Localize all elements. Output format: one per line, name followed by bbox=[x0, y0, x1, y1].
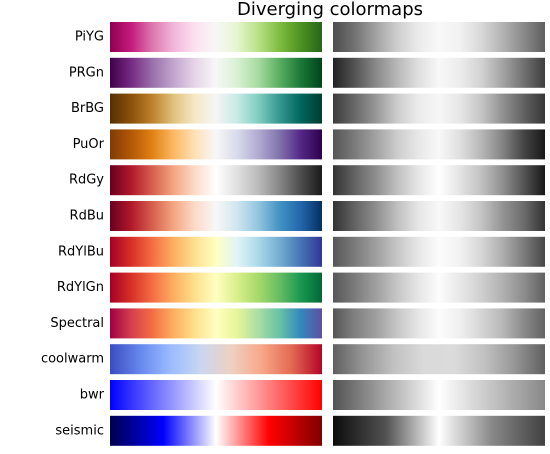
colormap-name: RdGy bbox=[69, 173, 104, 188]
figure-title: Diverging colormaps bbox=[237, 0, 423, 20]
grayscale-gradient bbox=[333, 165, 545, 196]
colormap-gradient bbox=[110, 93, 322, 124]
colormap-name: bwr bbox=[80, 388, 105, 403]
grayscale-gradient bbox=[333, 57, 545, 88]
grayscale-gradient bbox=[333, 201, 545, 231]
grayscale-gradient bbox=[333, 415, 545, 446]
colormap-name: RdBu bbox=[70, 209, 104, 224]
grayscale-gradient bbox=[333, 236, 545, 267]
colormap-gradient bbox=[110, 57, 322, 88]
colormap-gradient bbox=[110, 201, 322, 231]
colormap-gradient bbox=[110, 344, 322, 375]
colormap-name: seismic bbox=[55, 423, 104, 438]
colormap-gradient bbox=[110, 380, 322, 410]
colormap-gradient bbox=[110, 236, 322, 267]
colormap-name: BrBG bbox=[71, 101, 104, 116]
colormap-name: Spectral bbox=[50, 316, 104, 331]
colormap-name: RdYlBu bbox=[58, 244, 104, 259]
grayscale-gradient bbox=[333, 380, 545, 410]
grayscale-gradient bbox=[333, 308, 545, 339]
colormap-name: PRGn bbox=[69, 65, 104, 80]
colormap-name: RdYlGn bbox=[57, 280, 104, 295]
grayscale-gradient bbox=[333, 129, 545, 160]
colormap-name: PiYG bbox=[75, 30, 104, 45]
colormap-name: PuOr bbox=[73, 137, 105, 152]
colormap-gradient bbox=[110, 272, 322, 303]
grayscale-gradient bbox=[333, 22, 545, 52]
colormap-name: coolwarm bbox=[41, 352, 104, 367]
grayscale-gradient bbox=[333, 344, 545, 375]
colormap-gradient bbox=[110, 129, 322, 160]
grayscale-gradient bbox=[333, 272, 545, 303]
grayscale-gradient bbox=[333, 93, 545, 124]
colormap-gradient bbox=[110, 165, 322, 196]
colormap-gradient bbox=[110, 308, 322, 339]
colormap-gradient bbox=[110, 22, 322, 52]
colormap-gradient bbox=[110, 415, 322, 446]
